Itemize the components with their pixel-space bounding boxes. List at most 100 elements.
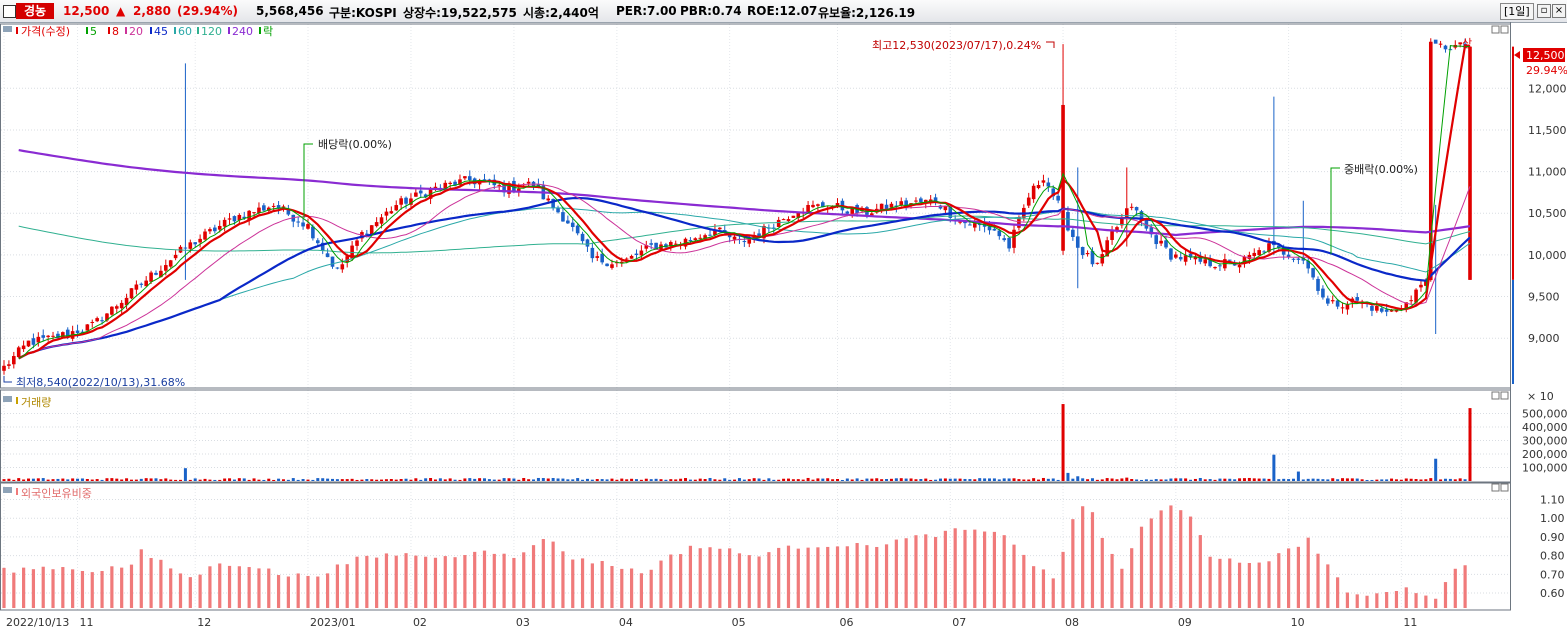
volume-bar[interactable]: [22, 479, 26, 481]
volume-bar[interactable]: [1002, 478, 1006, 481]
foreign-ratio-bar[interactable]: [835, 546, 840, 608]
candle-body[interactable]: [110, 306, 114, 315]
foreign-ratio-bar[interactable]: [120, 567, 124, 608]
foreign-ratio-bar[interactable]: [806, 547, 810, 608]
volume-bar[interactable]: [409, 479, 413, 481]
foreign-ratio-bar[interactable]: [345, 564, 349, 608]
volume-bar[interactable]: [1144, 479, 1148, 481]
foreign-ratio-bar[interactable]: [296, 573, 300, 608]
candle-body[interactable]: [997, 230, 1002, 237]
candle-body[interactable]: [649, 243, 653, 245]
volume-bar[interactable]: [453, 479, 457, 481]
candle-body[interactable]: [1286, 254, 1291, 258]
candle-body[interactable]: [1326, 298, 1330, 304]
volume-bar[interactable]: [880, 479, 884, 481]
volume-bar[interactable]: [1184, 478, 1188, 481]
volume-bar[interactable]: [326, 478, 330, 481]
volume-bar[interactable]: [1238, 478, 1242, 481]
volume-bar[interactable]: [257, 479, 261, 481]
candle-body[interactable]: [257, 207, 261, 214]
volume-bar[interactable]: [1169, 478, 1173, 481]
volume-bar[interactable]: [836, 479, 840, 481]
candle-body[interactable]: [1379, 308, 1384, 312]
candle-body[interactable]: [242, 216, 247, 219]
foreign-ratio-bar[interactable]: [580, 558, 585, 608]
volume-bar[interactable]: [61, 478, 65, 481]
foreign-ratio-bar[interactable]: [1257, 562, 1261, 608]
candle-body[interactable]: [566, 220, 570, 224]
foreign-ratio-bar[interactable]: [1414, 593, 1418, 608]
candle-body[interactable]: [1213, 266, 1217, 269]
foreign-ratio-bar[interactable]: [747, 555, 751, 608]
volume-bar[interactable]: [1291, 478, 1295, 481]
volume-bar[interactable]: [1203, 479, 1207, 481]
foreign-ratio-bar[interactable]: [1130, 548, 1134, 608]
volume-bar[interactable]: [443, 479, 447, 481]
candle-body[interactable]: [708, 234, 712, 236]
candle-body[interactable]: [1267, 243, 1271, 252]
candle-body[interactable]: [1007, 237, 1011, 249]
candle-body[interactable]: [781, 219, 786, 221]
volume-bar[interactable]: [786, 478, 790, 481]
volume-bar[interactable]: [978, 478, 982, 481]
foreign-ratio-bar[interactable]: [826, 546, 830, 608]
volume-bar[interactable]: [1277, 479, 1281, 481]
foreign-ratio-bar[interactable]: [1247, 562, 1251, 608]
volume-bar[interactable]: [1321, 479, 1325, 481]
volume-bar[interactable]: [708, 477, 712, 481]
candle-body[interactable]: [477, 181, 482, 185]
volume-bar[interactable]: [1007, 478, 1011, 481]
volume-bar[interactable]: [281, 479, 285, 481]
volume-bar[interactable]: [277, 478, 281, 481]
candle-body[interactable]: [899, 201, 904, 206]
foreign-ratio-bar[interactable]: [1316, 553, 1320, 608]
candle-body[interactable]: [173, 254, 178, 259]
volume-bar[interactable]: [164, 478, 168, 481]
volume-bar[interactable]: [1090, 478, 1094, 481]
foreign-ratio-bar[interactable]: [178, 573, 183, 608]
candle-body[interactable]: [271, 205, 276, 207]
candle-body[interactable]: [448, 182, 452, 184]
volume-bar[interactable]: [482, 478, 486, 481]
foreign-ratio-bar[interactable]: [1041, 569, 1046, 608]
foreign-ratio-bar[interactable]: [414, 555, 418, 608]
candle-body[interactable]: [168, 260, 173, 267]
candle-body[interactable]: [345, 256, 350, 263]
volume-bar[interactable]: [1375, 479, 1379, 481]
candle-body[interactable]: [634, 253, 639, 256]
foreign-ratio-bar[interactable]: [129, 564, 134, 608]
candle-body[interactable]: [943, 206, 948, 211]
foreign-ratio-bar[interactable]: [1149, 518, 1153, 608]
volume-bar[interactable]: [1100, 479, 1104, 481]
foreign-ratio-bar[interactable]: [1237, 562, 1242, 608]
candle-body[interactable]: [1149, 227, 1154, 235]
candle-body[interactable]: [1193, 256, 1198, 260]
volume-bar[interactable]: [463, 478, 467, 481]
candle-body[interactable]: [870, 213, 874, 216]
volume-bar[interactable]: [149, 478, 153, 481]
volume-bar[interactable]: [997, 479, 1001, 481]
candle-body[interactable]: [570, 222, 575, 227]
candle-body[interactable]: [1198, 255, 1203, 262]
volume-bar[interactable]: [1429, 478, 1433, 481]
volume-bar[interactable]: [1424, 479, 1428, 481]
foreign-ratio-bar[interactable]: [433, 557, 438, 608]
foreign-ratio-bar[interactable]: [924, 534, 928, 608]
candle-body[interactable]: [1345, 304, 1350, 310]
foreign-ratio-bar[interactable]: [1453, 568, 1457, 608]
volume-bar[interactable]: [331, 478, 335, 481]
foreign-ratio-bar[interactable]: [1110, 553, 1114, 608]
candle-body[interactable]: [281, 206, 286, 208]
candle-body[interactable]: [1316, 278, 1320, 291]
volume-bar[interactable]: [1272, 454, 1276, 481]
volume-bar[interactable]: [1086, 479, 1090, 481]
volume-bar[interactable]: [159, 479, 163, 481]
volume-bar[interactable]: [76, 478, 80, 481]
candle-body[interactable]: [1134, 207, 1139, 211]
volume-bar[interactable]: [272, 479, 276, 481]
candle-body[interactable]: [580, 233, 585, 242]
volume-bar[interactable]: [17, 478, 21, 481]
candle-body[interactable]: [703, 235, 707, 239]
candle-body[interactable]: [262, 205, 266, 211]
foreign-ratio-bar[interactable]: [1365, 595, 1369, 608]
